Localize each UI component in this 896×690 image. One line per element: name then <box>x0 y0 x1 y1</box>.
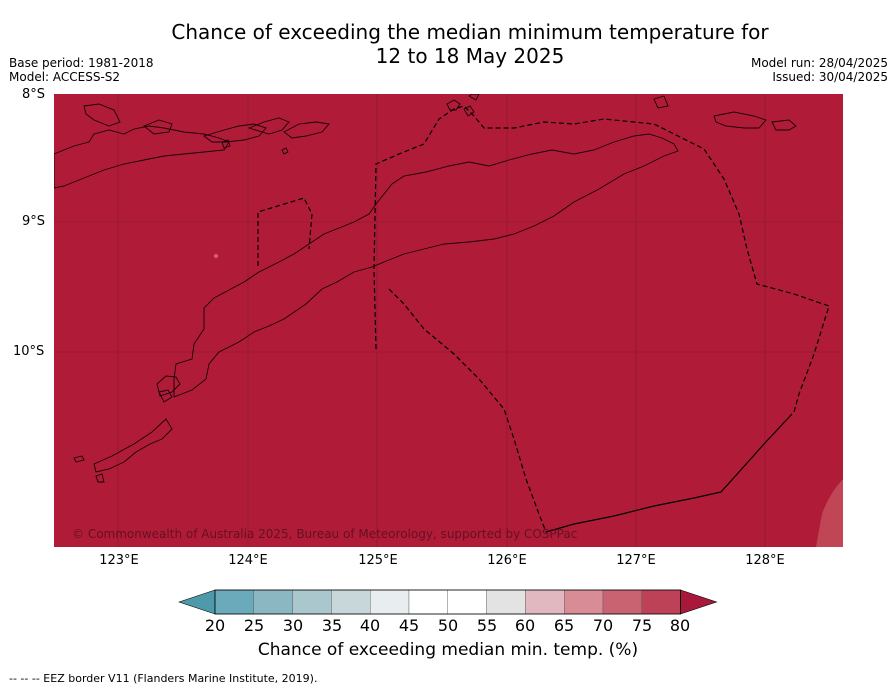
colorbar-tick: 80 <box>669 616 691 635</box>
atauro-outline <box>463 105 475 117</box>
model-run: Model run: 28/04/2025 <box>750 56 888 70</box>
colorbar-extend-low <box>178 589 216 615</box>
copyright-notice: © Commonwealth of Australia 2025, Bureau… <box>72 527 577 541</box>
colorbar-tick: 25 <box>243 616 265 635</box>
colorbar-tick: 50 <box>437 616 459 635</box>
colorbar-tick: 70 <box>592 616 614 635</box>
isolated-point <box>214 254 218 258</box>
small-island-2 <box>95 473 105 483</box>
colorbar-tick: 55 <box>476 616 498 635</box>
colorbar-tick: 75 <box>631 616 653 635</box>
map-background <box>54 94 843 547</box>
lon-label-127e: 127°E <box>616 553 656 568</box>
colorbar-bin <box>369 589 410 615</box>
colorbar-bin <box>214 589 254 615</box>
colorbar-label: Chance of exceeding median min. temp. (%… <box>257 640 639 660</box>
model-name: Model: ACCESS-S2 <box>9 70 121 84</box>
colorbar-outline <box>214 589 682 615</box>
colorbar-bin <box>331 589 371 615</box>
lon-label-125e: 125°E <box>358 553 398 568</box>
meta-left: Base period: 1981-2018 Model: ACCESS-S2 <box>9 56 154 84</box>
colorbar-tick: 45 <box>398 616 420 635</box>
lat-label-9s: 9°S <box>22 214 46 229</box>
islet-2 <box>281 147 289 155</box>
colorbar-tick: 40 <box>359 616 381 635</box>
colorbar-bin <box>292 589 332 615</box>
lon-label-124e: 124°E <box>228 553 268 568</box>
colorbar-tick: 65 <box>553 616 575 635</box>
colorbar-bin <box>486 589 526 615</box>
forecast-map: © Commonwealth of Australia 2025, Bureau… <box>54 94 843 547</box>
small-island-1 <box>73 455 85 463</box>
title-line-2: 12 to 18 May 2025 <box>375 44 565 68</box>
eez-border-south <box>388 288 547 533</box>
colorbar-tick: 20 <box>204 616 226 635</box>
kisar-outline <box>653 95 669 109</box>
meta-right: Model run: 28/04/2025 Issued: 30/04/2025 <box>751 56 888 84</box>
sawu-island-outline <box>93 418 173 473</box>
wetar-north-outline <box>468 94 480 101</box>
base-period: Base period: 1981-2018 <box>9 56 154 70</box>
coastlines <box>54 94 797 483</box>
lon-label-123e: 123°E <box>99 553 139 568</box>
lat-label-10s: 10°S <box>13 344 45 359</box>
flores-outline <box>54 125 230 189</box>
lon-label-128e: 128°E <box>745 553 785 568</box>
colorbar-bin <box>602 589 642 615</box>
colorbar-tick: 30 <box>282 616 304 635</box>
colorbar-bin <box>253 589 293 615</box>
footnote: -- -- -- EEZ border V11 (Flanders Marine… <box>9 672 318 685</box>
chart-title: Chance of exceeding the median minimum t… <box>120 20 820 68</box>
alor-outline <box>283 121 330 139</box>
colorbar-bin <box>641 589 681 615</box>
colorbar-bin <box>447 589 487 615</box>
wetar-islet <box>446 99 461 111</box>
colorbar-tick: 35 <box>321 616 343 635</box>
rote-island-outline <box>156 375 181 397</box>
rote-small-outline <box>158 389 173 403</box>
lower-probability-patch <box>816 479 843 547</box>
islet-1 <box>221 139 231 149</box>
eez-solid-segment <box>545 413 793 533</box>
eez-border-west <box>257 197 313 266</box>
title-line-1: Chance of exceeding the median minimum t… <box>171 20 769 44</box>
colorbar-bin <box>564 589 604 615</box>
issued-date: Issued: 30/04/2025 <box>772 70 888 84</box>
timor-island-outline <box>173 133 679 398</box>
adonara-outline <box>143 119 173 135</box>
colorbar <box>178 589 718 615</box>
eez-border-east <box>373 105 830 413</box>
eez-border <box>257 105 830 533</box>
lon-label-126e: 126°E <box>487 553 527 568</box>
colorbar-bin <box>408 589 448 615</box>
colorbar-tick: 60 <box>514 616 536 635</box>
colorbar-extend-high <box>680 589 718 615</box>
colorbar-bin <box>525 589 565 615</box>
lat-label-8s: 8°S <box>22 87 46 102</box>
moa-outline <box>771 119 797 131</box>
solor-outline <box>83 103 121 127</box>
pantar-outline <box>247 117 290 135</box>
leti-outline <box>713 111 767 129</box>
